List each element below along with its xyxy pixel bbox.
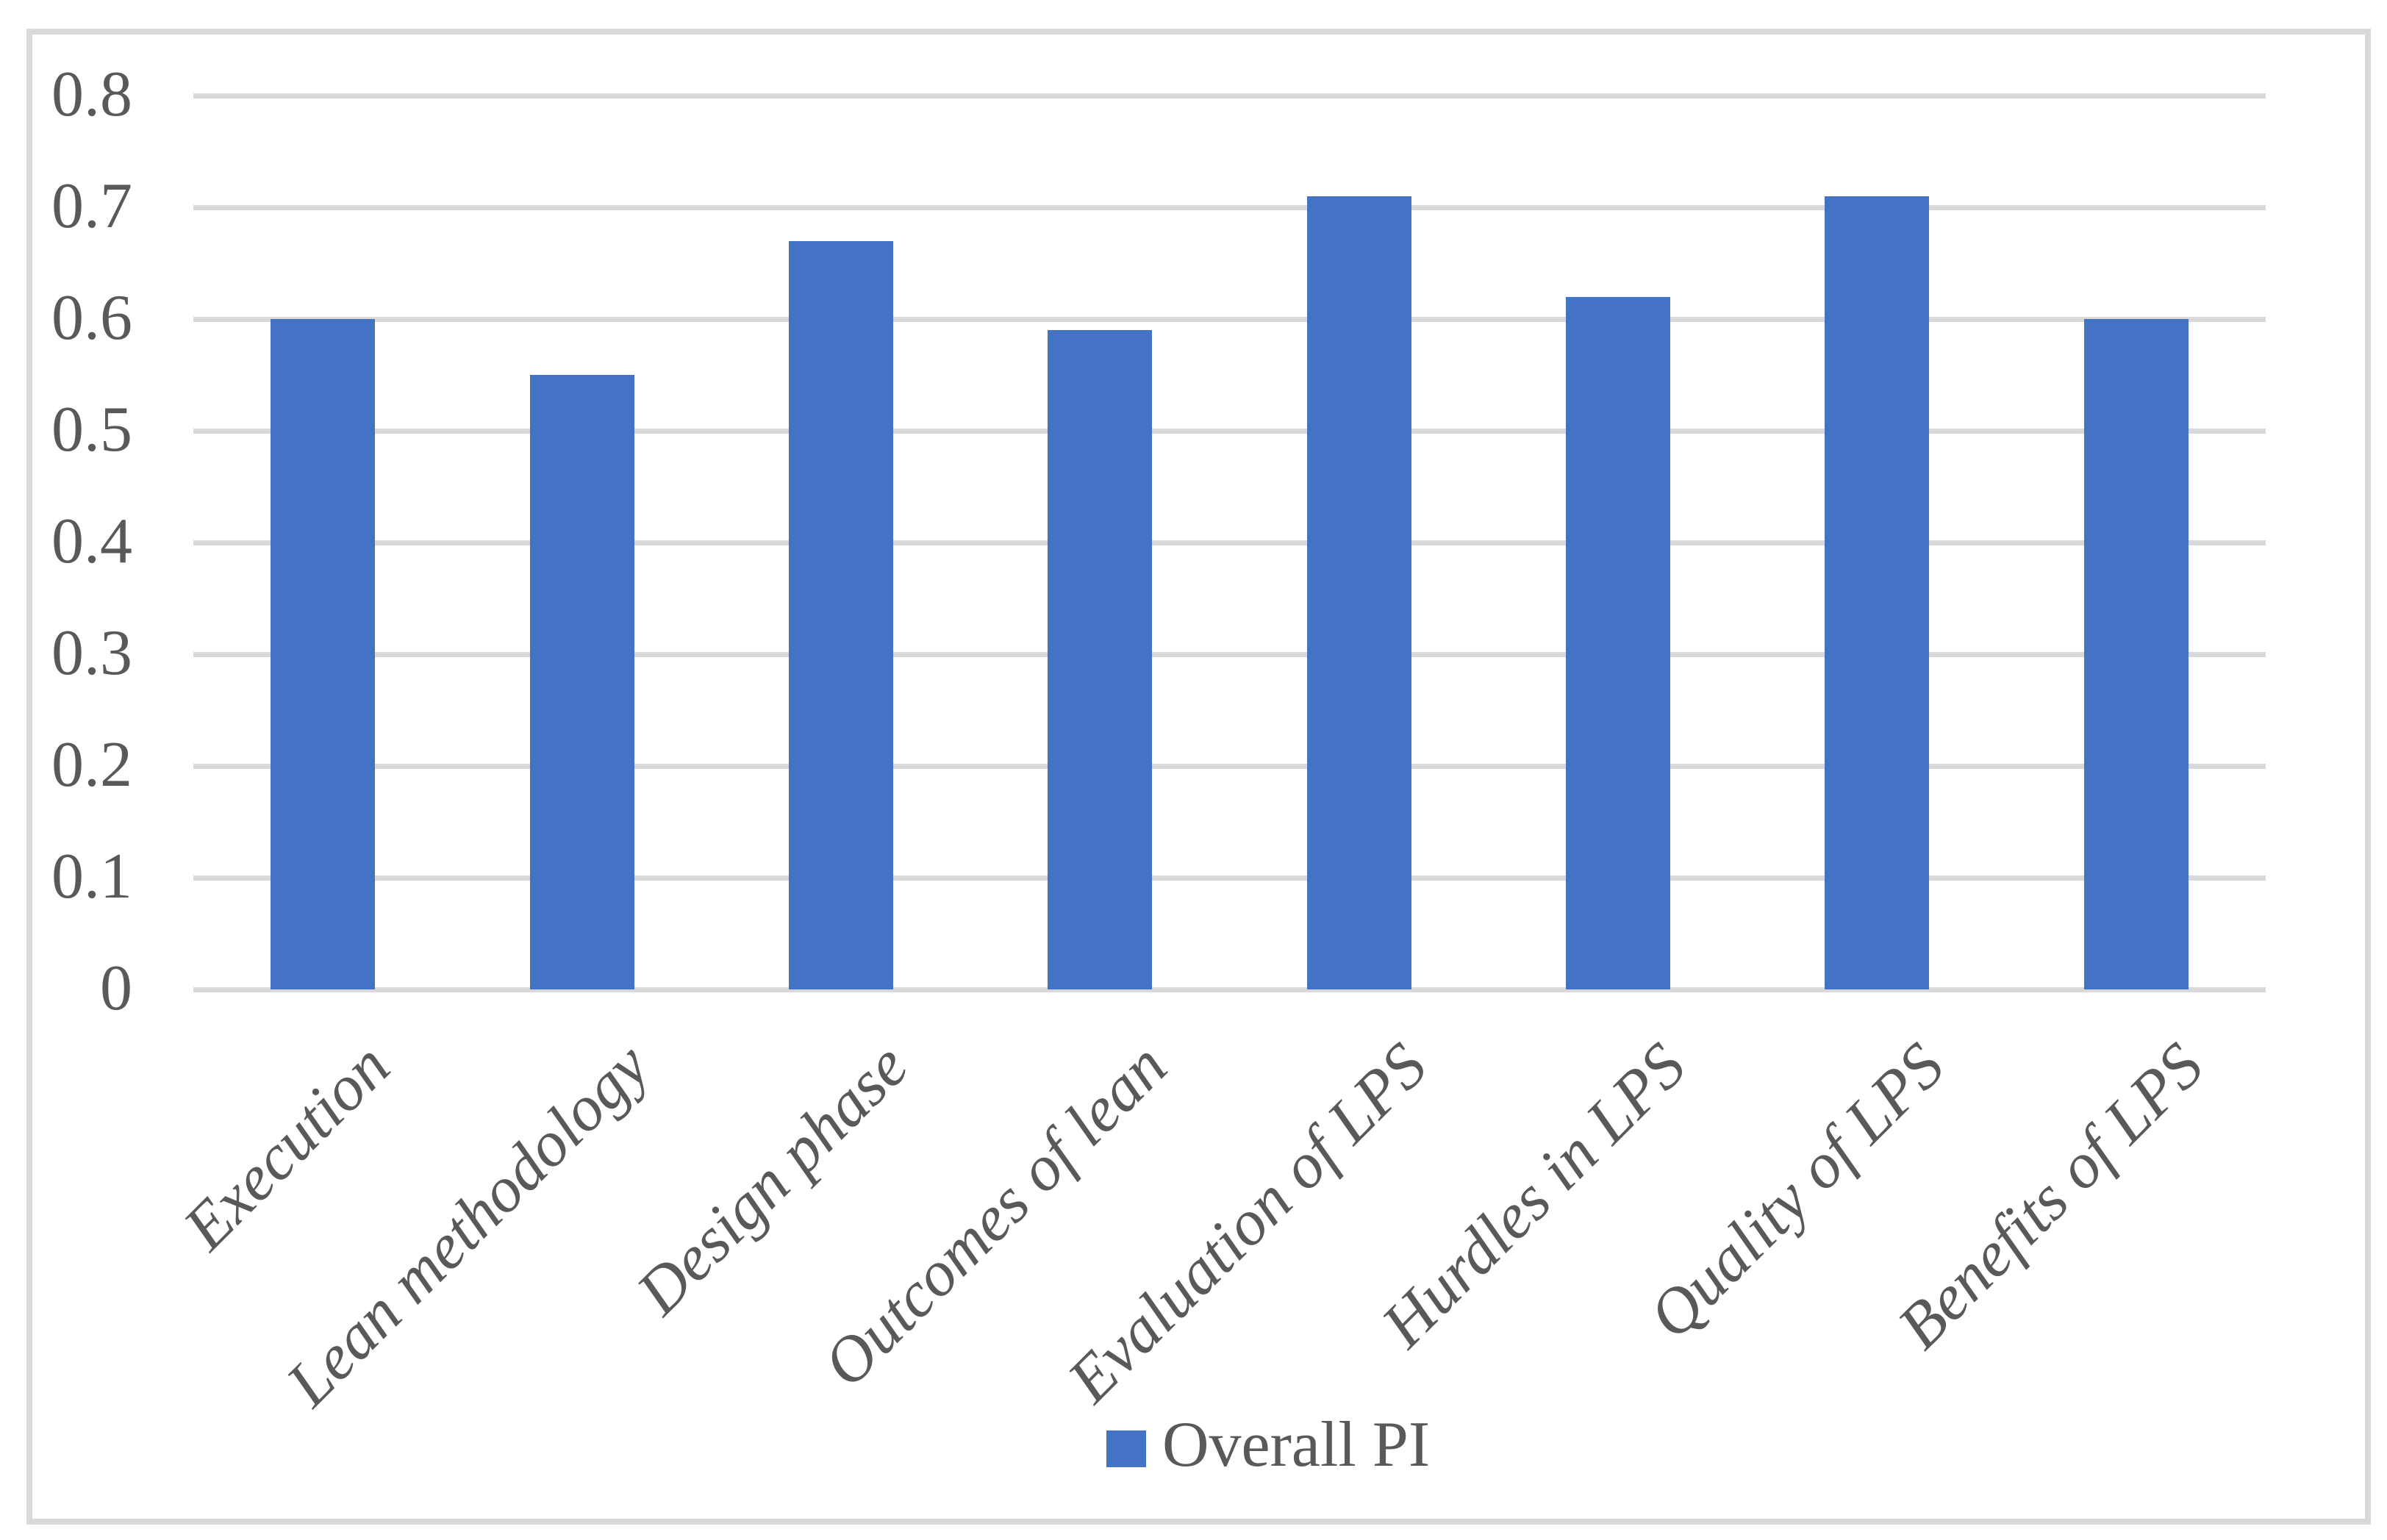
bar [1825,196,1929,989]
bar [530,375,634,989]
y-tick-label: 0.2 [51,729,132,801]
y-tick-label: 0.5 [51,394,132,465]
gridline [193,540,2266,545]
gridline [193,429,2266,434]
legend-swatch [1106,1430,1146,1467]
y-tick-label: 0.8 [51,59,132,130]
bar [1307,196,1411,989]
y-tick-label: 0.1 [51,841,132,912]
y-tick-label: 0 [100,953,132,1024]
legend-label: Overall PI [1162,1409,1431,1480]
gridline [193,317,2266,322]
gridline [193,764,2266,769]
gridline [193,875,2266,881]
bar [1566,297,1670,989]
x-tick-label: Design phase [623,1030,923,1329]
x-tick-label: Execution [170,1030,404,1264]
y-tick-label: 0.4 [51,506,132,577]
legend: Overall PI [1106,1413,1430,1478]
bar [1048,330,1152,989]
y-tick-label: 0.7 [51,171,132,242]
y-tick-label: 0.3 [51,617,132,689]
bar [271,319,375,989]
gridline [193,93,2266,99]
gridline [193,652,2266,657]
y-tick-label: 0.6 [51,282,132,354]
chart-frame [26,29,2371,1525]
bar [789,241,893,989]
gridline [193,205,2266,210]
bar [2084,319,2189,989]
gridline [193,987,2266,992]
